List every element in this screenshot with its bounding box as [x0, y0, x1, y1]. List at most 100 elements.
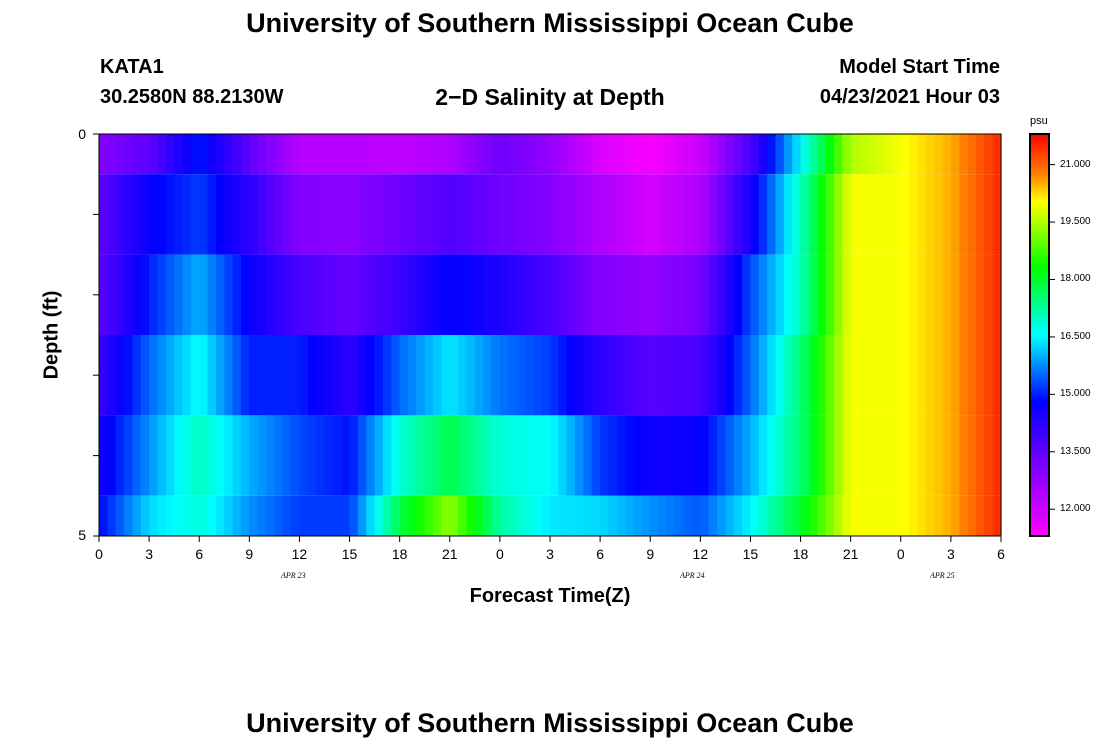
- heatmap-cell: [140, 174, 150, 255]
- heatmap-cell: [374, 335, 384, 416]
- heatmap-cell: [867, 174, 877, 255]
- y-axis-label: Depth (ft): [40, 290, 63, 380]
- heatmap-cell: [641, 254, 651, 335]
- heatmap-cell: [149, 415, 159, 496]
- heatmap-cell: [391, 335, 401, 416]
- heatmap-cell: [984, 254, 994, 335]
- heatmap-cell: [792, 254, 802, 335]
- heatmap-cell: [408, 335, 417, 416]
- heatmap-cell: [449, 134, 459, 175]
- heatmap-cell: [240, 335, 250, 416]
- heatmap-cell: [149, 174, 159, 255]
- heatmap-cell: [424, 335, 434, 416]
- heatmap-cell: [984, 415, 994, 496]
- heatmap-cell: [650, 495, 660, 536]
- heatmap-cell: [541, 495, 551, 536]
- heatmap-cell: [775, 254, 785, 335]
- heatmap-cell: [99, 495, 108, 536]
- heatmap-cell: [533, 134, 543, 175]
- heatmap-cell: [975, 335, 985, 416]
- heatmap-cell: [324, 335, 334, 416]
- heatmap-cell: [433, 415, 443, 496]
- heatmap-cell: [625, 254, 635, 335]
- heatmap-cell: [207, 174, 217, 255]
- heatmap-cell: [215, 134, 225, 175]
- heatmap-cell: [917, 335, 927, 416]
- heatmap-cell: [341, 495, 351, 536]
- heatmap-cell: [550, 495, 559, 536]
- heatmap-cell: [558, 254, 568, 335]
- heatmap-cell: [366, 335, 376, 416]
- heatmap-cell: [717, 415, 726, 496]
- heatmap-cell: [817, 415, 827, 496]
- heatmap-cell: [274, 254, 284, 335]
- heatmap-cell: [107, 495, 117, 536]
- heatmap-cell: [291, 335, 301, 416]
- heatmap-cell: [850, 335, 860, 416]
- heatmap-cell: [408, 495, 417, 536]
- heatmap-cell: [800, 415, 810, 496]
- heatmap-cell: [107, 134, 117, 175]
- heatmap-cell: [783, 254, 793, 335]
- heatmap-cell: [650, 134, 660, 175]
- heatmap-cell: [717, 335, 726, 416]
- heatmap-cell: [942, 174, 952, 255]
- heatmap-cell: [884, 335, 894, 416]
- heatmap-cell: [616, 254, 626, 335]
- heatmap-cell: [691, 134, 701, 175]
- heatmap-cell: [717, 174, 726, 255]
- heatmap-cell: [675, 174, 685, 255]
- heatmap-cell: [249, 134, 259, 175]
- heatmap-cell: [566, 335, 576, 416]
- heatmap-cell: [115, 174, 125, 255]
- heatmap-cell: [165, 495, 175, 536]
- heatmap-cell: [683, 495, 693, 536]
- heatmap-cell: [441, 254, 451, 335]
- heatmap-cell: [925, 174, 935, 255]
- heatmap-cell: [190, 495, 200, 536]
- heatmap-cell: [583, 174, 593, 255]
- heatmap-cell: [792, 134, 802, 175]
- heatmap-cell: [608, 254, 618, 335]
- heatmap-cell: [691, 254, 701, 335]
- heatmap-cell: [591, 134, 601, 175]
- x-tick-label: 9: [646, 546, 655, 562]
- date-label-apr25: APR 25: [930, 571, 955, 580]
- heatmap-cell: [533, 174, 543, 255]
- heatmap-cell: [717, 134, 726, 175]
- heatmap-cell: [616, 134, 626, 175]
- heatmap-cell: [733, 335, 743, 416]
- heatmap-cell: [491, 495, 501, 536]
- heatmap-cell: [207, 415, 217, 496]
- heatmap-cell: [382, 415, 392, 496]
- heatmap-cell: [349, 254, 359, 335]
- heatmap-cell: [474, 495, 484, 536]
- heatmap-cell: [433, 174, 443, 255]
- heatmap-cell: [474, 335, 484, 416]
- heatmap-cell: [608, 495, 618, 536]
- heatmap-cell: [658, 415, 668, 496]
- heatmap-cell: [299, 254, 309, 335]
- heatmap-cell: [775, 335, 785, 416]
- heatmap-cell: [583, 134, 593, 175]
- heatmap-cell: [917, 415, 927, 496]
- heatmap-cell: [825, 174, 835, 255]
- heatmap-cell: [240, 415, 250, 496]
- heatmap-cell: [332, 174, 342, 255]
- heatmap-cell: [266, 415, 275, 496]
- heatmap-cell: [266, 134, 275, 175]
- heatmap-cell: [892, 335, 902, 416]
- heatmap-cell: [416, 174, 426, 255]
- heatmap-cell: [124, 495, 134, 536]
- heatmap-cell: [967, 335, 977, 416]
- heatmap-cell: [449, 174, 459, 255]
- heatmap-cell: [132, 415, 142, 496]
- heatmap-cell: [650, 415, 660, 496]
- heatmap-cell: [282, 174, 292, 255]
- heatmap-cell: [441, 495, 451, 536]
- heatmap-cell: [199, 174, 209, 255]
- heatmap-cell: [508, 134, 518, 175]
- heatmap-cell: [182, 134, 192, 175]
- heatmap-cell: [324, 415, 334, 496]
- heatmap-cell: [616, 335, 626, 416]
